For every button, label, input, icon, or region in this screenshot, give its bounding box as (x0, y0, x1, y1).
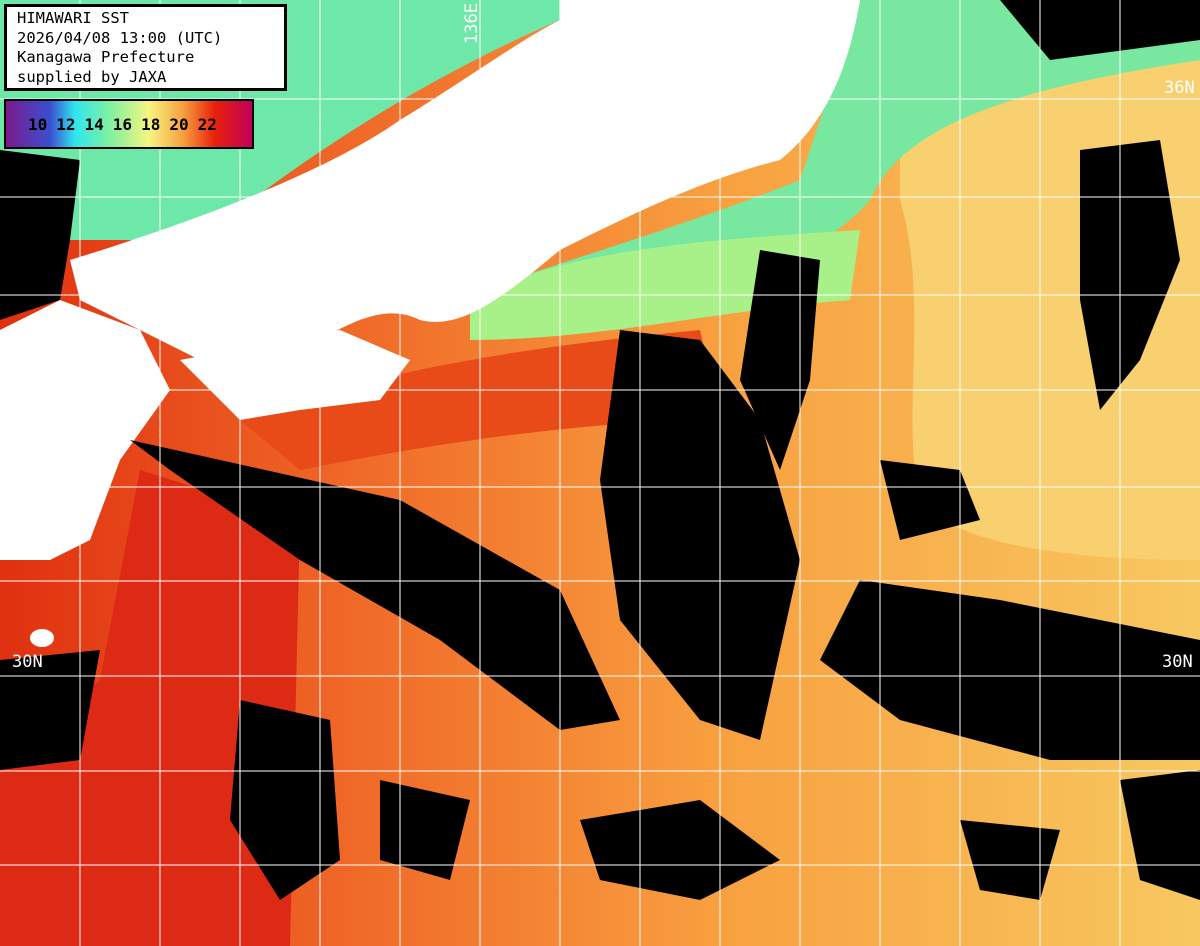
lat-label-30n-left: 30N (12, 652, 43, 672)
lat-label-30n-right: 30N (1162, 652, 1193, 672)
map-datetime: 2026/04/08 13:00 (UTC) (17, 28, 223, 47)
legend-tick: 12 (56, 114, 76, 134)
cloud-mask (0, 0, 1200, 900)
map-region: Kanagawa Prefecture (17, 48, 195, 66)
info-box: HIMAWARI SST 2026/04/08 13:00 (UTC) Kana… (4, 4, 287, 91)
map-credit: supplied by JAXA (17, 67, 167, 86)
lat-label-36n: 36N (1164, 78, 1195, 98)
legend-tick: 22 (197, 114, 217, 134)
legend-tick: 20 (169, 114, 189, 134)
land-island (30, 629, 54, 647)
color-scale-legend: 10 12 14 16 18 20 22 (4, 99, 254, 149)
kuroshio-band-south (0, 470, 300, 946)
legend-tick: 16 (112, 114, 133, 134)
lon-label-136e: 136E (462, 3, 482, 44)
land-honshu (70, 0, 860, 390)
legend-tick: 14 (84, 114, 104, 134)
land-kyushu (0, 300, 170, 560)
land-shikoku (180, 330, 410, 420)
legend-tick: 10 (28, 114, 48, 134)
map-title: HIMAWARI SST (17, 9, 129, 27)
cold-water-northeast (480, 0, 1200, 320)
legend-tick: 18 (141, 114, 161, 134)
